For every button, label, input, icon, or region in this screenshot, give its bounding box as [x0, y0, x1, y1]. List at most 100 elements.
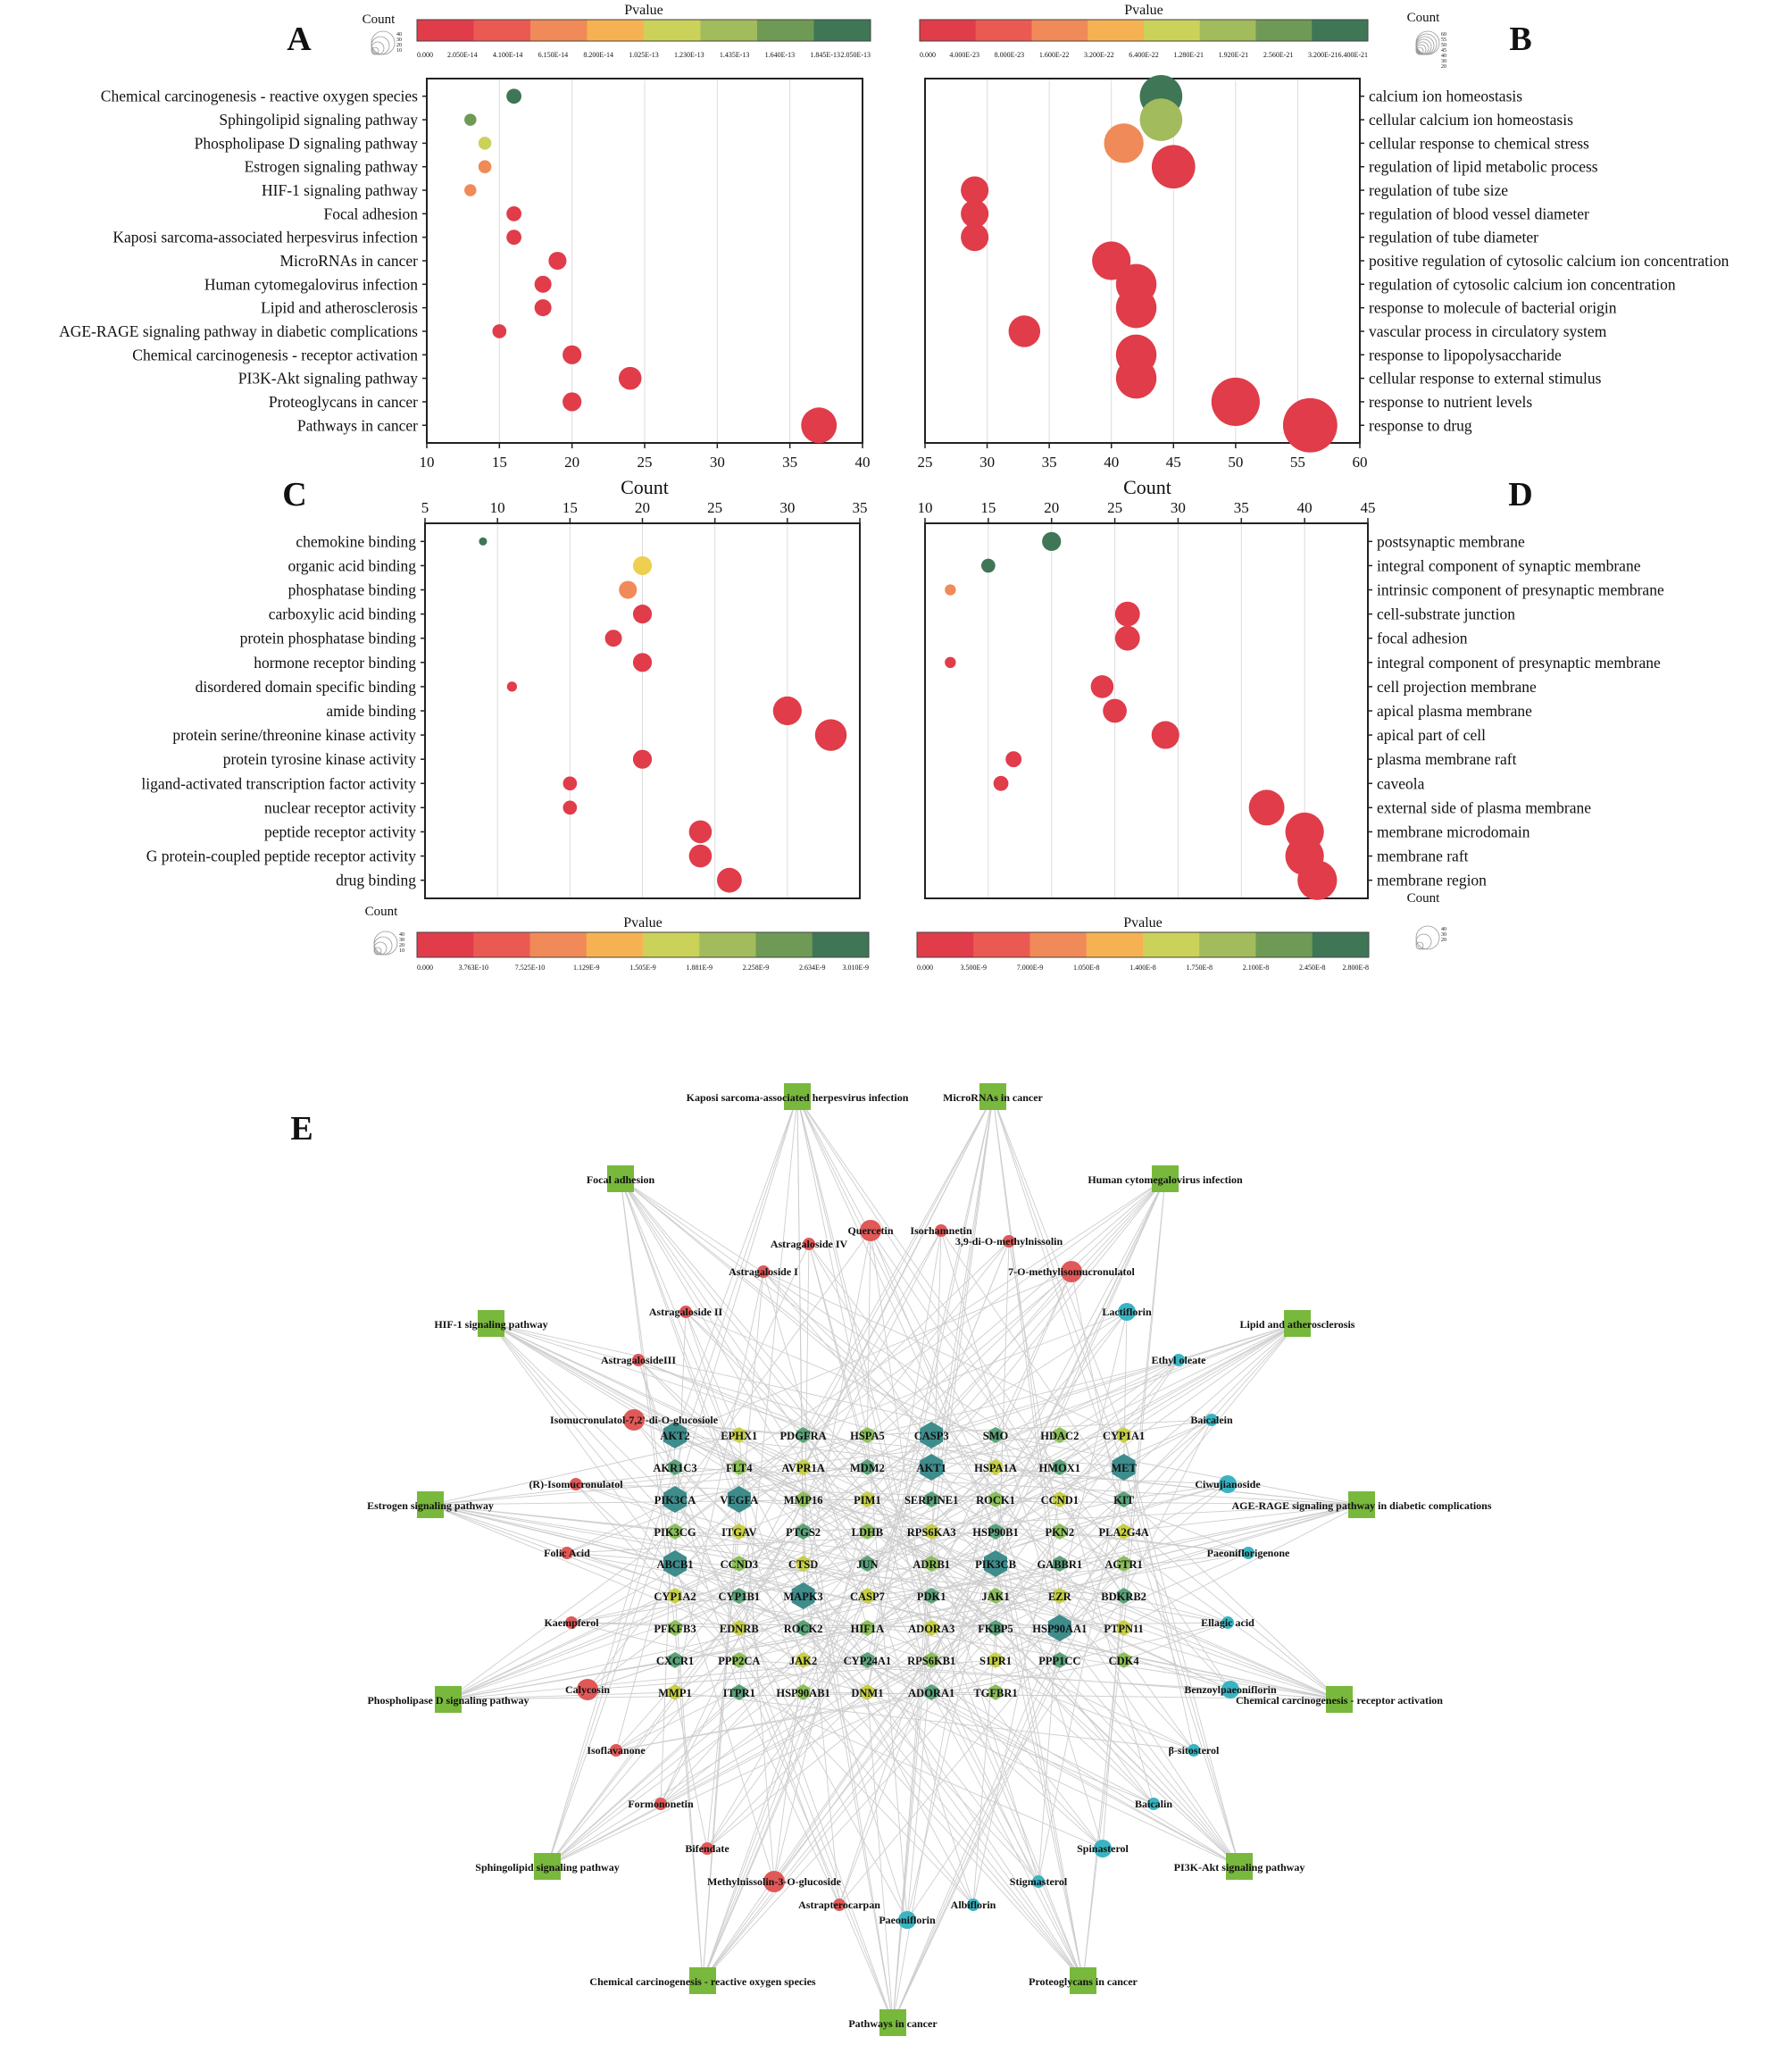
colorbar-tick-label: 6.150E-14	[538, 51, 569, 59]
data-point	[1104, 123, 1144, 163]
data-point	[604, 630, 622, 647]
network-edge	[803, 1096, 994, 1468]
category-label: Chemical carcinogenesis - reactive oxyge…	[101, 88, 418, 105]
network-edge	[803, 1434, 1039, 1882]
category-label: calcium ion homeostasis	[1369, 88, 1522, 105]
category-label: Proteoglycans in cancer	[269, 393, 418, 411]
network-edge	[808, 1243, 996, 1565]
network-edge	[633, 1419, 868, 1661]
network-edge	[870, 1230, 996, 1532]
network-edge	[803, 1691, 974, 1906]
category-label: membrane microdomain	[1377, 822, 1530, 840]
network-edge	[803, 1595, 908, 1921]
compound-label: (R)-Isomucronulatol	[529, 1478, 623, 1490]
size-legend-label: 40	[396, 32, 402, 38]
network-edge	[838, 1627, 932, 1906]
compound-label: Isorhamnetin	[910, 1224, 972, 1237]
network-edge	[615, 1466, 868, 1751]
compound-node	[763, 1871, 785, 1892]
network-edge	[866, 1434, 1084, 1982]
network-edge	[566, 1552, 1124, 1597]
data-point	[772, 696, 802, 726]
network-edge	[633, 1419, 740, 1565]
compound-node	[1061, 1261, 1082, 1282]
target-label: HSPA1A	[974, 1462, 1017, 1474]
pathway-label: Lipid and atherosclerosis	[1240, 1318, 1355, 1331]
target-node	[924, 1652, 938, 1668]
target-label: PLA2G4A	[1098, 1526, 1148, 1539]
pathway-node	[417, 1491, 444, 1518]
pathway-label: Focal adhesion	[587, 1173, 655, 1186]
network-edge	[930, 1178, 1166, 1693]
target-label: AVPR1A	[781, 1462, 824, 1474]
category-label: external side of plasma membrane	[1377, 798, 1591, 816]
colorbar-title: Pvalue	[624, 3, 663, 18]
size-legend-label: 50	[1441, 43, 1446, 48]
target-label: JAK2	[789, 1655, 817, 1667]
target-label: MAPK3	[783, 1590, 822, 1603]
x-tick-label: 30	[779, 499, 795, 516]
network-edge	[866, 1230, 942, 1693]
network-edge	[803, 1498, 1231, 1690]
target-label: HSP90AB1	[776, 1687, 829, 1699]
target-label: AKR1C3	[653, 1462, 696, 1474]
colorbar-segment	[812, 932, 870, 957]
category-label: focal adhesion	[1377, 630, 1468, 647]
colorbar-segment	[1031, 20, 1088, 41]
data-point	[563, 800, 578, 815]
colorbar-segment	[1255, 932, 1313, 957]
network-edge	[660, 1434, 996, 1805]
network-edge	[1059, 1311, 1128, 1597]
category-label: cell projection membrane	[1377, 678, 1537, 696]
category-label: apical plasma membrane	[1377, 702, 1532, 720]
category-label: protein tyrosine kinase activity	[223, 750, 417, 768]
target-label: CTSD	[788, 1558, 818, 1571]
category-label: organic acid binding	[288, 556, 416, 574]
category-label: integral component of presynaptic membra…	[1377, 654, 1661, 672]
network-edge	[674, 1466, 1363, 1506]
target-node	[732, 1459, 746, 1475]
target-node	[1053, 1523, 1067, 1540]
x-tick-label: 30	[1171, 499, 1186, 516]
category-label: protein serine/threonine kinase activity	[172, 726, 416, 744]
network-edge	[738, 1466, 974, 1906]
compound-node	[1219, 1475, 1237, 1493]
target-node	[1116, 1556, 1131, 1572]
category-label: nuclear receptor activity	[264, 798, 416, 816]
network-edge	[995, 1563, 1084, 1982]
category-label: caveola	[1377, 774, 1425, 792]
data-point	[632, 749, 653, 769]
network-edge	[1082, 1595, 1125, 1982]
network-edge	[796, 1096, 996, 1468]
x-tick-label: 20	[1044, 499, 1059, 516]
network-edge	[867, 1178, 1166, 1468]
network-edge	[490, 1323, 740, 1629]
network-edge	[1059, 1595, 1240, 1867]
pathway-node	[784, 1083, 811, 1110]
network-edge	[633, 1419, 1124, 1468]
target-label: PIK3CA	[654, 1494, 696, 1507]
colorbar-tick-label: 0.000	[920, 51, 936, 59]
colorbar-segment	[529, 932, 588, 957]
compound-label: 7-O-methylisomucronulatol	[1008, 1265, 1135, 1278]
network-edge	[546, 1563, 804, 1867]
category-label: G protein-coupled peptide receptor activ…	[146, 847, 416, 865]
colorbar-title: Pvalue	[623, 915, 663, 931]
network-edge	[992, 1096, 1061, 1629]
network-edge	[575, 1466, 739, 1485]
network-edge	[571, 1466, 804, 1623]
colorbar-tick-label: 6.400E-22	[1129, 51, 1159, 59]
target-node	[796, 1427, 811, 1443]
compound-node	[833, 1899, 846, 1911]
compound-label: Astragaloside IV	[771, 1238, 848, 1250]
size-legend-circle	[371, 46, 379, 55]
x-tick-label: 45	[1361, 499, 1376, 516]
network-edge	[674, 1563, 775, 1882]
network-edge	[490, 1323, 932, 1597]
compound-node	[1094, 1840, 1112, 1857]
network-edge	[620, 1178, 1061, 1532]
target-node	[860, 1684, 875, 1700]
category-label: Phospholipase D signaling pathway	[195, 134, 419, 152]
network-edge	[1123, 1419, 1213, 1597]
colorbar-segment	[1255, 20, 1313, 41]
